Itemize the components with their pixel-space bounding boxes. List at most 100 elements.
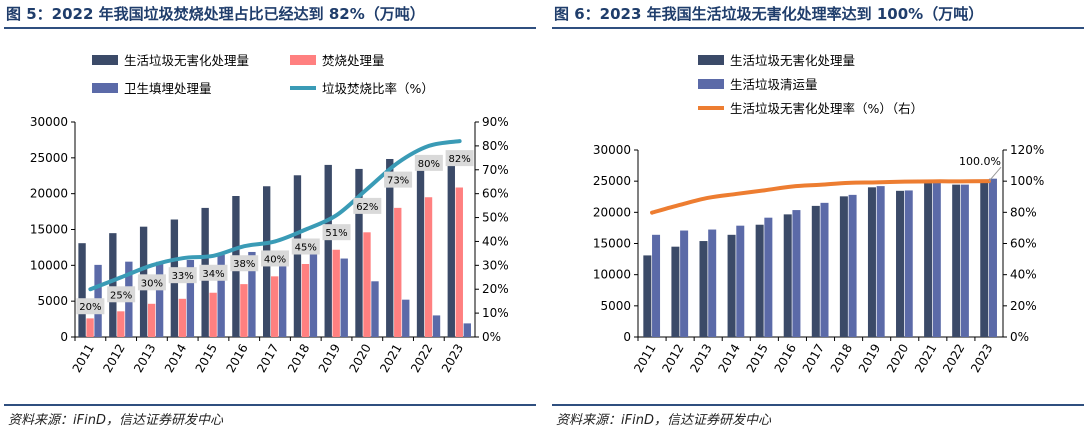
- bar: [301, 264, 310, 337]
- bar: [424, 197, 433, 337]
- chart-2: 0 5000 10000 15000 20000 25000 30000 0% 20% 40% 60…: [593, 53, 1045, 375]
- bar: [186, 260, 195, 337]
- chart-title-2: 图 6：2023 年我国生活垃圾无害化处理率达到 100%（万吨）: [554, 5, 984, 23]
- bar: [811, 205, 820, 337]
- bar: [643, 255, 652, 337]
- bar: [78, 243, 86, 337]
- end-label: 100.0%: [959, 155, 1001, 168]
- x-tick-label: 2020: [884, 342, 911, 375]
- y-tick-label-right: 80%: [482, 139, 509, 153]
- data-label-box: [199, 264, 228, 281]
- bar: [209, 292, 217, 337]
- bar: [155, 261, 164, 337]
- bar: [680, 230, 689, 337]
- bar: [271, 276, 279, 337]
- y-tick-label-right: 70%: [482, 163, 509, 177]
- data-label: 40%: [264, 254, 286, 265]
- bar: [755, 224, 764, 337]
- title-rule: [4, 27, 536, 29]
- legend-label: 垃圾焚烧比率（%）: [322, 81, 434, 96]
- y-tick-label-left: 25000: [593, 174, 631, 188]
- bar: [980, 179, 989, 337]
- x-tick-label: 2011: [631, 342, 658, 375]
- data-label: 82%: [448, 154, 470, 165]
- bar: [727, 234, 736, 337]
- bar: [363, 232, 371, 337]
- x-tick-label: 2023: [439, 342, 466, 375]
- x-tick-label: 2018: [828, 342, 855, 375]
- x-tick-label: 2021: [377, 342, 404, 375]
- y-tick-label-left: 10000: [30, 258, 68, 272]
- bar: [896, 190, 905, 337]
- bar: [332, 249, 340, 337]
- footer-rule: [4, 404, 536, 406]
- bar: [324, 164, 332, 337]
- bar: [416, 161, 425, 337]
- chart-panel-1: 图 5：2022 年我国垃圾焚烧处理占比已经达到 82%（万吨） 0 5000 10…: [0, 0, 540, 433]
- data-label-box: [291, 238, 320, 255]
- footer-rule: [552, 404, 1084, 406]
- y-tick-label-right: 20%: [1010, 299, 1037, 313]
- bar: [867, 187, 876, 337]
- y-tick-label-left: 10000: [593, 268, 631, 282]
- bar: [117, 311, 125, 337]
- bar: [240, 284, 248, 337]
- legend-label: 卫生填埋处理量: [124, 81, 212, 96]
- x-tick-label: 2013: [131, 342, 158, 375]
- data-label-box: [137, 274, 166, 291]
- chart-title-1: 图 5：2022 年我国垃圾焚烧处理占比已经达到 82%（万吨）: [6, 5, 425, 23]
- x-tick-label: 2012: [659, 342, 686, 375]
- data-label-box: [107, 286, 136, 303]
- data-label: 25%: [110, 290, 132, 301]
- bar: [447, 156, 455, 337]
- bar: [671, 246, 680, 337]
- bar: [764, 217, 773, 337]
- y-tick-label-left: 25000: [30, 151, 68, 165]
- bar: [355, 168, 363, 337]
- data-label-box: [445, 150, 474, 167]
- data-label: 80%: [418, 159, 440, 170]
- bar: [952, 184, 961, 337]
- legend-label: 生活垃圾清运量: [730, 77, 818, 92]
- legend-label: 生活垃圾无害化处理量: [124, 53, 249, 68]
- x-tick-label: 2014: [162, 342, 189, 375]
- bar: [217, 254, 225, 337]
- bar: [932, 181, 941, 337]
- x-tick-label: 2016: [772, 342, 799, 375]
- source-note-1: 资料来源：iFinD，信达证券研发中心: [8, 413, 223, 428]
- y-tick-label-right: 50%: [482, 211, 509, 225]
- bar: [876, 186, 885, 337]
- bar: [820, 202, 829, 337]
- x-tick-label: 2023: [968, 342, 995, 375]
- bar: [386, 158, 394, 337]
- y-tick-label-right: 100%: [1010, 174, 1044, 188]
- series-line: [88, 139, 462, 292]
- end-label-leader: [988, 166, 1002, 182]
- bar: [960, 184, 969, 337]
- bar: [988, 178, 997, 337]
- y-tick-label-right: 60%: [482, 187, 509, 201]
- y-tick-label-right: 30%: [482, 258, 509, 272]
- data-label-box: [76, 298, 105, 315]
- bar: [309, 253, 318, 337]
- data-label: 45%: [295, 243, 317, 254]
- bar: [848, 194, 857, 337]
- y-tick-label-right: 120%: [1010, 143, 1044, 157]
- data-label-box: [384, 171, 413, 188]
- x-tick-label: 2015: [193, 342, 220, 375]
- legend-label: 生活垃圾无害化处理率（%）（右）: [730, 101, 923, 116]
- y-tick-label-right: 40%: [1010, 268, 1037, 282]
- bar: [147, 303, 156, 337]
- data-label: 73%: [387, 176, 409, 187]
- legend-label: 焚烧处理量: [322, 53, 385, 68]
- data-label: 62%: [356, 202, 378, 213]
- chart-1: 0 5000 10000 15000 20000 25000 30000 0% 10% 20% 30…: [30, 53, 509, 375]
- data-label: 51%: [325, 228, 347, 239]
- y-tick-label-left: 5000: [37, 294, 68, 308]
- bar: [248, 251, 256, 337]
- y-tick-label-left: 20000: [593, 205, 631, 219]
- x-tick-label: 2012: [100, 342, 127, 375]
- y-tick-label-left: 0: [623, 330, 631, 344]
- bar: [402, 299, 410, 337]
- data-label-box: [322, 224, 351, 241]
